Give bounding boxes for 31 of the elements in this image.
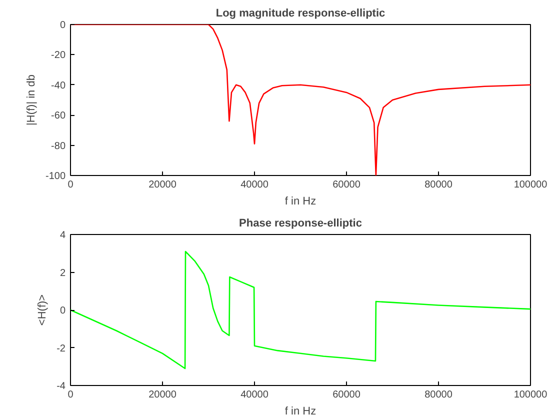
- x-tick-label: 80000: [424, 180, 453, 190]
- y-tick-label: 0: [60, 20, 66, 31]
- x-tick-label: 100000: [514, 390, 548, 400]
- x-tick-label: 60000: [332, 390, 361, 400]
- x-tick-label: 0: [68, 390, 74, 400]
- line-series: [70, 250, 530, 370]
- x-tick-label: 60000: [332, 180, 361, 190]
- y-axis-title: <H(f)>: [36, 294, 49, 326]
- x-tick-label: 100000: [514, 180, 548, 190]
- y-tick-label: 2: [60, 268, 66, 279]
- y-tick-label: -4: [56, 381, 66, 392]
- x-axis-title: f in Hz: [284, 196, 316, 208]
- y-tick-label: 0: [60, 306, 66, 316]
- y-axis-title: |H(f)| in db: [25, 74, 38, 126]
- y-tick-label: -2: [56, 343, 66, 354]
- x-tick-label: 20000: [148, 180, 177, 190]
- y-tick-label: -20: [51, 50, 66, 62]
- y-tick-label: -60: [51, 110, 66, 122]
- chart-title: Phase response-elliptic: [239, 218, 362, 230]
- x-tick-label: 0: [68, 180, 74, 190]
- x-tick-label: 20000: [148, 390, 177, 400]
- x-axis-title: f in Hz: [284, 406, 316, 418]
- line-series: [70, 24, 530, 176]
- y-tick-label: -80: [51, 140, 66, 152]
- x-tick-label: 40000: [240, 390, 269, 400]
- y-tick-label: -40: [51, 80, 66, 92]
- x-tick-label: 80000: [424, 390, 453, 400]
- chart-title: Log magnitude response-elliptic: [216, 8, 386, 20]
- x-tick-label: 40000: [240, 180, 269, 190]
- y-tick-label: -100: [45, 171, 66, 182]
- y-tick-label: 4: [60, 230, 66, 241]
